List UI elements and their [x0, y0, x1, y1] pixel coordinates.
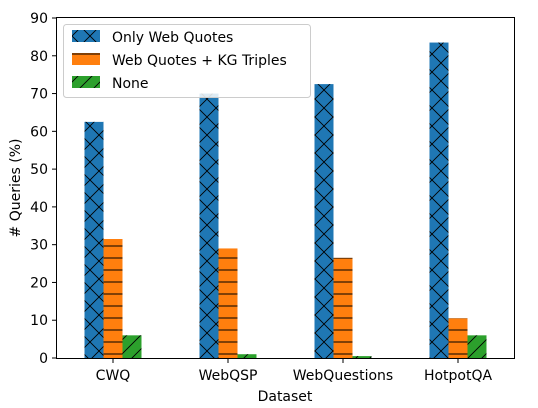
y-tick-label: 30: [30, 238, 48, 254]
bar-hatch-web-quotes-kg-triples-cwq: [103, 239, 123, 358]
y-tick-label: 80: [30, 49, 48, 65]
bar-hatch-none-webquestions: [352, 356, 372, 358]
legend-swatch-hatch-web-quotes-kg: [72, 53, 100, 65]
y-tick-label: 40: [30, 200, 48, 216]
bars-group: [84, 42, 487, 359]
legend-label-web-quotes-kg: Web Quotes + KG Triples: [112, 53, 287, 69]
y-axis: 0 10 20 30 40 50 60 70 80 90: [30, 11, 57, 367]
bar-hatch-web-quotes-kg-triples-hotpotqa: [448, 318, 468, 358]
y-axis-label: # Queries (%): [8, 139, 24, 238]
bar-hatch-none-cwq: [122, 335, 142, 358]
bar-hatch-none-webqsp: [237, 354, 257, 358]
bar-hatch-only-web-quotes-webqsp: [199, 93, 219, 359]
bar-hatch-web-quotes-kg-triples-webquestions: [333, 257, 353, 358]
x-tick-label-webqsp: WebQSP: [199, 368, 258, 384]
x-axis: CWQ WebQSP WebQuestions HotpotQA: [96, 358, 493, 384]
bar-hatch-only-web-quotes-cwq: [84, 121, 104, 358]
legend-swatch-hatch-none: [72, 76, 100, 88]
y-tick-label: 20: [30, 275, 48, 291]
bar-hatch-none-hotpotqa: [467, 335, 487, 358]
legend-swatch-hatch-only-web-quotes: [72, 30, 100, 42]
legend-label-only-web-quotes: Only Web Quotes: [112, 30, 233, 46]
y-tick-label: 0: [39, 351, 48, 367]
bar-hatch-only-web-quotes-hotpotqa: [429, 42, 449, 359]
legend: Only Web Quotes Web Quotes + KG Triples …: [63, 24, 311, 98]
x-tick-label-hotpotqa: HotpotQA: [424, 368, 493, 384]
x-axis-label: Dataset: [258, 389, 313, 405]
y-tick-label: 10: [30, 313, 48, 329]
plot-frame: [56, 17, 515, 359]
x-tick-label-cwq: CWQ: [96, 368, 131, 384]
y-tick-label: 60: [30, 124, 48, 140]
legend-label-none: None: [112, 76, 149, 92]
legend-box: [63, 24, 311, 98]
x-tick-label-webquestions: WebQuestions: [293, 368, 393, 384]
bar-hatch-only-web-quotes-webquestions: [314, 84, 334, 358]
y-tick-label: 50: [30, 162, 48, 178]
y-tick-label: 70: [30, 87, 48, 103]
y-tick-label: 90: [30, 11, 48, 27]
bar-hatch-web-quotes-kg-triples-webqsp: [218, 248, 238, 358]
